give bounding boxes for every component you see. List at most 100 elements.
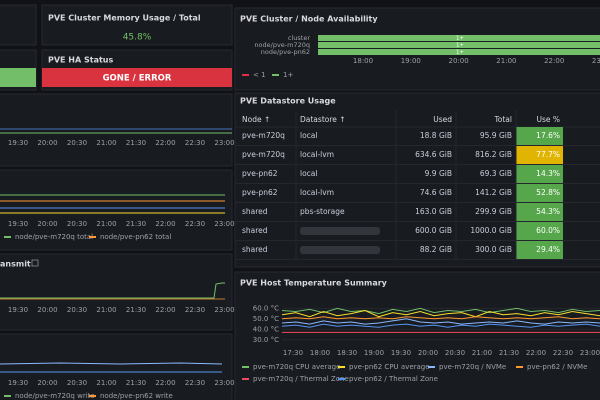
x-tick-label: 20:00	[449, 57, 469, 65]
x-tick-label: 19:00	[364, 349, 384, 357]
y-tick-label: 40.0 °C	[253, 325, 279, 333]
x-tick-label: 20:00	[37, 220, 57, 228]
x-tick-label: 23:00	[592, 57, 600, 65]
column-header: Used	[433, 115, 452, 124]
time-axis: 19:30 20:00 20:30 21:00 21:30 22:00 22:30 23:00	[8, 306, 235, 314]
legend-label: pve-pn62 CPU average	[349, 363, 430, 371]
cell: shared	[242, 245, 268, 254]
cell: 163.0 GiB	[415, 207, 452, 216]
x-tick-label: 21:30	[126, 220, 146, 228]
cell: local	[300, 169, 317, 178]
x-tick-label: 19:30	[8, 379, 28, 387]
x-tick-label: 22:30	[553, 349, 573, 357]
status-box	[42, 68, 232, 87]
legend-label: pve-m720q / Thermal Zone	[253, 375, 349, 383]
x-tick-label: 23:00	[214, 379, 234, 387]
cell: 9.9 GiB	[425, 169, 452, 178]
status-value: GONE / ERROR	[103, 74, 172, 84]
state-bar	[318, 35, 600, 41]
x-tick-label: 20:00	[418, 349, 438, 357]
info-icon	[31, 259, 39, 267]
panel-title: PVE Cluster / Node Availability	[240, 15, 378, 24]
legend-label: 1+	[283, 71, 293, 79]
series-line	[281, 307, 600, 315]
panel	[0, 4, 37, 46]
panel-title: PVE Cluster Memory Usage / Total	[48, 14, 201, 23]
row-label: cluster	[288, 34, 310, 42]
cell: 52.8%	[536, 188, 560, 197]
x-tick-label: 20:00	[37, 306, 57, 314]
y-tick-label: 50.0 °C	[253, 315, 279, 323]
cell: 17.6%	[536, 131, 560, 140]
legend-label: node/pve-m720q total	[15, 233, 93, 241]
cell: 29.4%	[536, 245, 560, 254]
cell: 18.8 GiB	[420, 131, 452, 140]
legend-label: < 1	[253, 71, 266, 79]
x-tick-label: 22:00	[155, 139, 175, 147]
stat-value: 45.8%	[123, 33, 152, 43]
cell: 14.3%	[536, 169, 560, 178]
cell: local-lvm	[300, 150, 334, 159]
redacted	[300, 227, 380, 235]
state-bar	[318, 49, 600, 55]
x-tick-label: 20:00	[37, 379, 57, 387]
state-bar	[318, 42, 600, 48]
x-tick-label: 23:00	[214, 139, 234, 147]
y-tick-label: 30.0 °C	[253, 336, 279, 344]
x-tick-label: 22:30	[185, 379, 205, 387]
legend-label: pve-m720q CPU average	[253, 363, 340, 371]
x-tick-label: 21:00	[496, 57, 516, 65]
cell: pve-m720q	[242, 150, 285, 159]
x-tick-label: 23:00	[214, 220, 234, 228]
series-line	[281, 323, 600, 328]
legend-label: node/pve-m720q write	[15, 392, 95, 400]
percent-cell	[516, 203, 563, 221]
percent-cell	[516, 146, 563, 164]
series-line	[281, 309, 600, 318]
cell: 54.3%	[536, 207, 560, 216]
panel-title: PVE Datastore Usage	[240, 97, 336, 106]
cell: shared	[242, 226, 268, 235]
time-axis: 19:30 20:00 20:30 21:00 21:30 22:00 22:30 23:00…	[4, 220, 235, 241]
x-tick-label: 19:00	[401, 57, 421, 65]
cell: pve-pn62	[242, 188, 278, 197]
cell: 634.6 GiB	[415, 150, 452, 159]
cell: shared	[242, 207, 268, 216]
x-tick-label: 21:00	[472, 349, 492, 357]
x-tick-label: 21:00	[96, 306, 116, 314]
x-tick-label: 21:30	[126, 379, 146, 387]
y-tick-label: 60.0 °C	[253, 304, 279, 312]
panel	[0, 253, 233, 331]
x-tick-label: 21:00	[96, 139, 116, 147]
x-tick-label: 19:30	[8, 139, 28, 147]
percent-cell	[516, 241, 563, 259]
cell: 69.3 GiB	[480, 169, 512, 178]
x-tick-label: 17:30	[283, 349, 303, 357]
legend-label: pve-pn62 / Thermal Zone	[349, 375, 438, 383]
state-timeline: cluster 1+ node/pve-m720q 1+ node/pve-pn62 1+…	[242, 34, 600, 79]
cell: 77.7%	[536, 150, 560, 159]
x-tick-label: 20:30	[67, 379, 87, 387]
series-line	[281, 316, 600, 320]
table: Node ↑ Datastore ↑ Used Total Use % pve-m720q…	[235, 110, 600, 260]
percent-cell	[516, 184, 563, 202]
panel	[41, 4, 233, 46]
cell: 88.2 GiB	[420, 245, 452, 254]
status-box	[0, 68, 36, 87]
x-tick-label: 21:30	[499, 349, 519, 357]
cell: local-lvm	[300, 188, 334, 197]
redacted	[300, 246, 380, 254]
legend-label: node/pve-pn62 write	[100, 392, 173, 400]
row-label: node/pve-m720q	[254, 41, 310, 49]
series-line	[0, 282, 225, 299]
cell: 74.6 GiB	[420, 188, 452, 197]
legend-label: node/pve-pn62 total	[100, 233, 171, 241]
percent-cell	[516, 165, 563, 183]
x-tick-label: 22:00	[155, 306, 175, 314]
x-tick-label: 19:30	[8, 306, 28, 314]
x-tick-label: 23:00	[214, 306, 234, 314]
time-axis: 19:30 20:00 20:30 21:00 21:30 22:00 22:30 23:00	[8, 139, 235, 147]
cell: pve-pn62	[242, 169, 278, 178]
panel-title: PVE HA Status	[48, 56, 113, 65]
